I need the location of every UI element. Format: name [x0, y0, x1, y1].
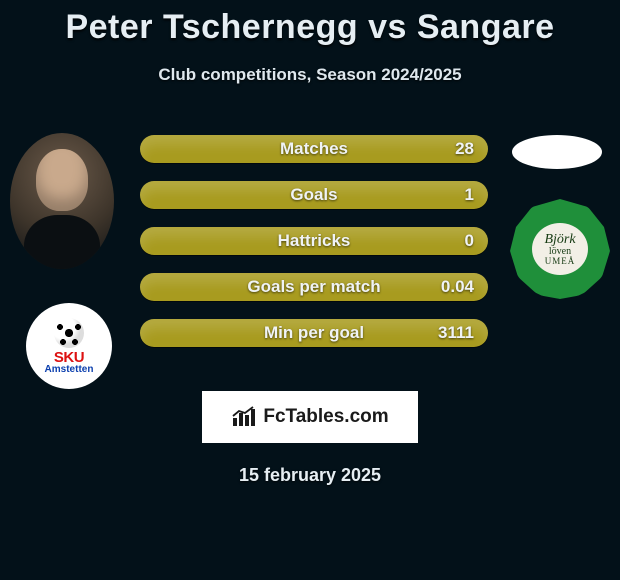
- stat-row: Min per goal 3111: [140, 319, 488, 347]
- stat-bar-hattricks: Hattricks 0: [140, 227, 488, 255]
- player2-column: Björk löven UMEÅ: [510, 113, 610, 299]
- stat-label: Hattricks: [278, 231, 351, 251]
- stat-bars: Matches 28 Goals 1 Hattricks 0 Goals per…: [140, 135, 488, 365]
- stat-label: Min per goal: [264, 323, 364, 343]
- stat-bar-gpm: Goals per match 0.04: [140, 273, 488, 301]
- bar-chart-icon: [231, 406, 257, 428]
- player1-avatar: [10, 133, 114, 269]
- player1-club-text-top: SKU: [54, 350, 84, 365]
- stat-row: Matches 28: [140, 135, 488, 163]
- stat-label: Goals: [290, 185, 337, 205]
- stat-row: Hattricks 0: [140, 227, 488, 255]
- stat-label: Goals per match: [247, 277, 380, 297]
- stat-value: 28: [455, 139, 474, 159]
- stat-value: 1: [465, 185, 474, 205]
- page-title: Peter Tschernegg vs Sangare: [0, 8, 620, 47]
- stat-bar-goals: Goals 1: [140, 181, 488, 209]
- stat-row: Goals 1: [140, 181, 488, 209]
- player1-club-badge: SKU Amstetten: [26, 303, 112, 389]
- subtitle: Club competitions, Season 2024/2025: [0, 65, 620, 85]
- player2-club-text-1: Björk: [544, 233, 575, 247]
- stat-label: Matches: [280, 139, 348, 159]
- comparison-content: SKU Amstetten Björk löven UMEÅ Matches 2…: [0, 113, 620, 363]
- player1-club-text-bottom: Amstetten: [45, 364, 94, 375]
- date-text: 15 february 2025: [0, 465, 620, 486]
- stat-row: Goals per match 0.04: [140, 273, 488, 301]
- player2-club-text-2: löven: [549, 247, 571, 257]
- stat-value: 3111: [438, 323, 474, 343]
- comparison-card: Peter Tschernegg vs Sangare Club competi…: [0, 0, 620, 580]
- stat-bar-mpg: Min per goal 3111: [140, 319, 488, 347]
- player2-club-inner: Björk löven UMEÅ: [532, 223, 588, 275]
- stat-value: 0.04: [441, 277, 474, 297]
- stat-bar-matches: Matches 28: [140, 135, 488, 163]
- brand-badge[interactable]: FcTables.com: [202, 391, 418, 443]
- player2-club-text-3: UMEÅ: [545, 257, 576, 266]
- player1-column: SKU Amstetten: [8, 113, 128, 389]
- player2-avatar: [512, 135, 602, 169]
- player2-club-badge: Björk löven UMEÅ: [510, 199, 610, 299]
- brand-text: FcTables.com: [263, 406, 388, 428]
- stat-value: 0: [465, 231, 474, 251]
- soccer-ball-icon: [54, 318, 84, 348]
